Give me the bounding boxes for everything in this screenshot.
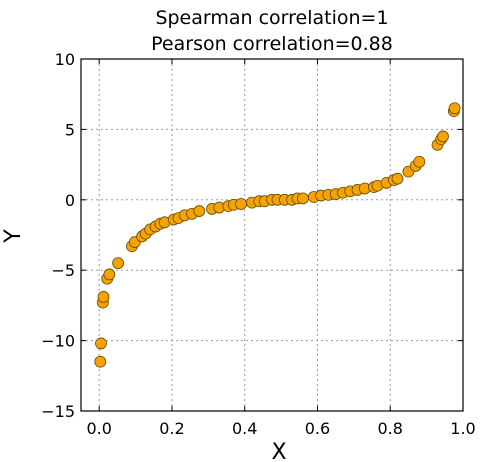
data-point xyxy=(437,130,449,143)
data-point xyxy=(95,337,107,350)
x-tick-label: 0.0 xyxy=(86,419,111,438)
y-tick-label: −15 xyxy=(41,402,75,421)
data-point xyxy=(94,355,107,368)
x-tick-label: 0.8 xyxy=(378,419,403,438)
x-axis-label: X xyxy=(271,440,286,462)
data-point xyxy=(112,257,125,270)
plot-frame xyxy=(80,58,464,412)
data-point xyxy=(97,291,110,303)
data-points xyxy=(94,102,461,368)
data-point xyxy=(391,172,404,185)
x-tick-label: 0.4 xyxy=(232,419,257,438)
y-tick-labels: −15 −10 −5 0 5 10 xyxy=(41,50,75,421)
y-tick-label: 5 xyxy=(65,120,75,139)
ticks xyxy=(81,58,464,412)
y-tick-label: −5 xyxy=(51,261,75,280)
x-tick-label: 0.2 xyxy=(159,419,184,438)
data-point xyxy=(235,198,247,210)
data-point xyxy=(297,192,309,205)
x-tick-label: 1.0 xyxy=(450,419,475,438)
data-point xyxy=(193,205,206,217)
chart-title-line-2: Pearson correlation=0.88 xyxy=(151,33,393,55)
y-tick-label: 10 xyxy=(55,50,75,69)
x-tick-labels: 0.0 0.2 0.4 0.6 0.8 1.0 xyxy=(86,419,475,438)
y-tick-label: −10 xyxy=(41,332,75,351)
chart-title-line-1: Spearman correlation=1 xyxy=(155,7,388,29)
y-axis-label: Y xyxy=(1,229,26,244)
y-tick-label: 0 xyxy=(65,191,75,210)
data-point xyxy=(413,155,426,168)
x-tick-label: 0.6 xyxy=(305,419,330,438)
data-point xyxy=(448,102,461,115)
data-point xyxy=(103,268,116,281)
